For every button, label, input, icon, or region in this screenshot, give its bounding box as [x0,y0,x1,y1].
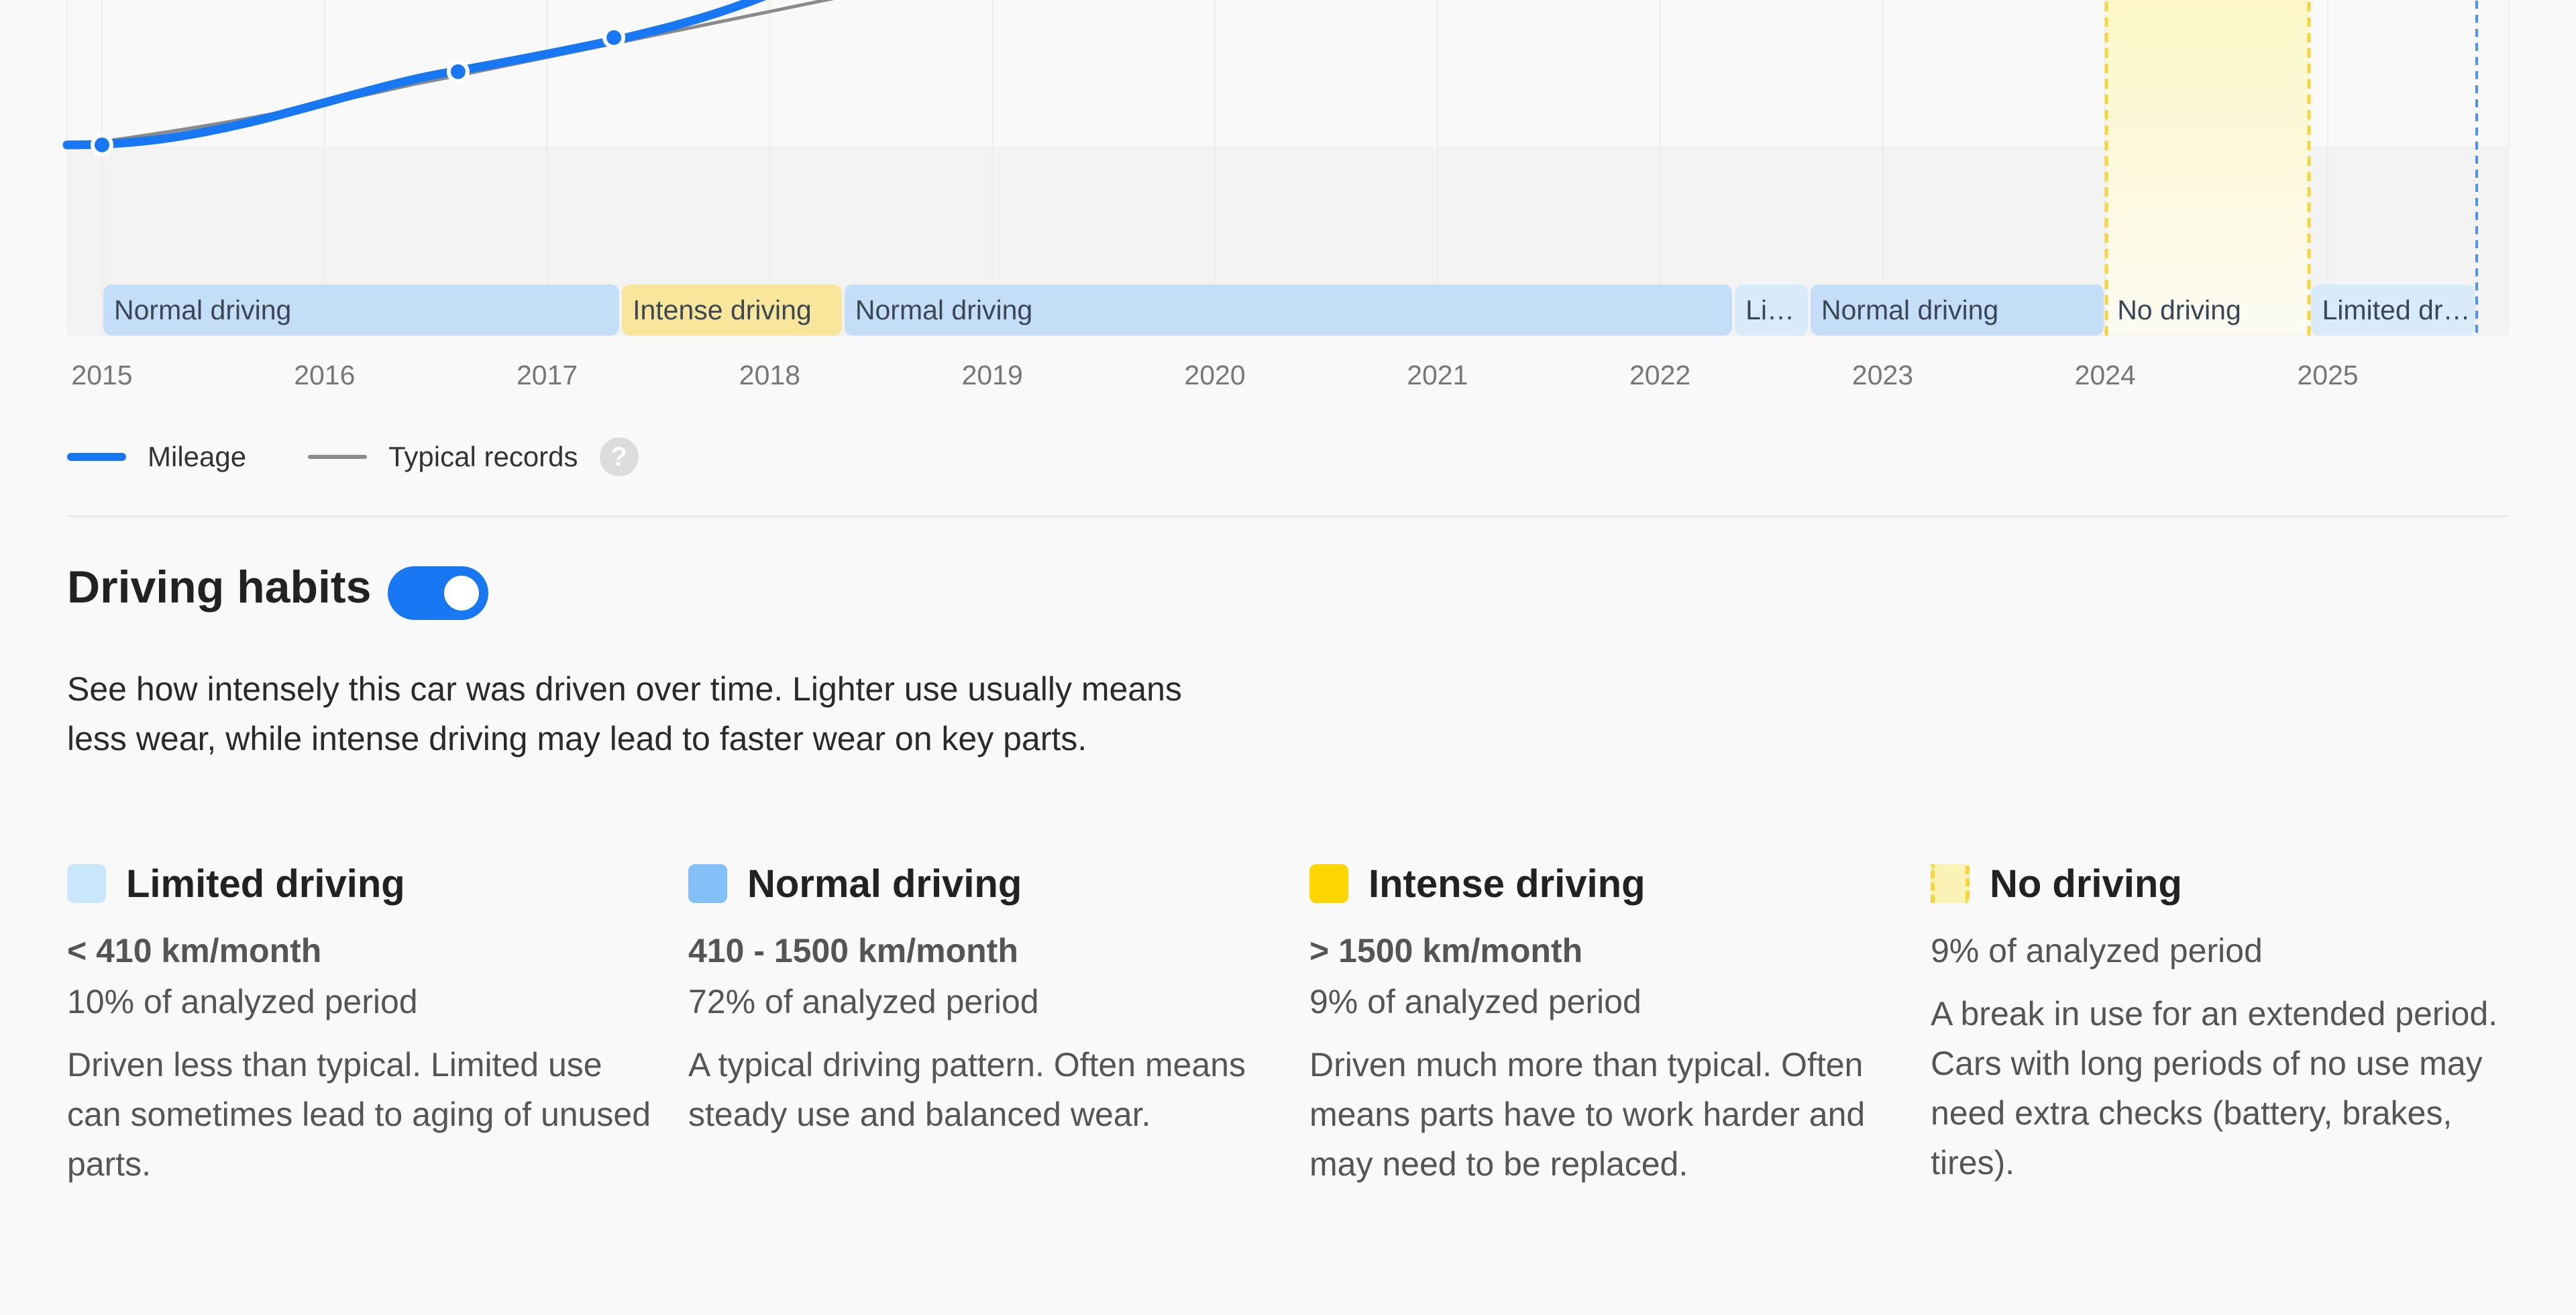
intense-driving-swatch [1309,864,1348,903]
x-tick-label: 2023 [1851,360,1913,390]
driving-habits-toggle[interactable] [388,566,488,620]
band-normal-driving[interactable]: Normal driving [1810,284,2104,335]
x-tick-label: 2025 [2297,360,2359,390]
band-normal-driving[interactable]: Normal driving [844,284,1733,335]
band-intense-driving[interactable]: Intense driving [622,284,842,335]
band-none-driving[interactable]: No driving [2117,295,2241,325]
section-description: See how intensely this car was driven ov… [67,670,1182,757]
category-no-driving: No driving 9% of analyzed period A break… [1931,859,2521,1188]
mileage-point [602,26,626,49]
chart-grid [101,0,2328,335]
mileage-points [91,26,626,156]
mileage-point [446,60,470,83]
category-normal-driving: Normal driving 410 - 1500 km/month 72% o… [688,859,1279,1139]
x-tick-label: 2024 [2074,360,2136,390]
category-title: No driving [1990,861,2182,906]
no-driving-swatch [1931,864,1970,903]
legend-typical-label: Typical records [388,441,578,472]
section-divider [67,515,2509,517]
category-description: Driven less than typical. Limited use ca… [67,1046,651,1183]
band-limited-driving[interactable]: Limited driving [1735,284,1808,335]
x-tick-label: 2019 [961,360,1023,390]
category-share: 10% of analyzed period [67,983,418,1020]
x-tick-label: 2017 [516,360,578,390]
category-description: A typical driving pattern. Often means s… [688,1046,1246,1133]
x-tick-label: 2020 [1184,360,1246,390]
x-tick-label: 2018 [739,360,800,390]
category-title: Limited driving [126,861,405,906]
category-share: 9% of analyzed period [1309,983,1642,1020]
toggle-knob [444,576,479,611]
legend-mileage-swatch [67,453,126,461]
category-intense-driving: Intense driving > 1500 km/month 9% of an… [1309,859,1900,1189]
x-tick-label: 2022 [1629,360,1691,390]
normal-driving-swatch [688,864,727,903]
no-driving-region [2106,0,2309,335]
typical-records-line [66,0,835,148]
x-tick-label: 2016 [294,360,356,390]
chart-legend: Mileage Typical records ? [67,437,639,476]
category-range: > 1500 km/month [1309,932,1583,969]
question-mark-icon[interactable]: ? [599,437,639,476]
category-share: 9% of analyzed period [1931,932,2263,969]
category-title: Normal driving [747,861,1022,906]
category-limited-driving: Limited driving < 410 km/month 10% of an… [67,859,657,1189]
category-description: A break in use for an extended period. C… [1931,995,2498,1181]
x-tick-label: 2015 [71,360,133,390]
section-title: Driving habits [67,562,372,613]
band-limited-driving[interactable]: Limited driving [2311,284,2476,335]
category-share: 72% of analyzed period [688,983,1039,1020]
category-range: < 410 km/month [67,932,322,969]
category-description: Driven much more than typical. Often mea… [1309,1046,1866,1183]
band-normal-driving[interactable]: Normal driving [103,284,620,335]
category-title: Intense driving [1368,861,1646,906]
mileage-point [91,134,113,156]
legend-mileage-label: Mileage [148,441,247,472]
limited-driving-swatch [67,864,106,903]
category-range: 410 - 1500 km/month [688,932,1018,969]
x-tick-label: 2021 [1407,360,1468,390]
legend-typical-swatch [308,455,368,459]
